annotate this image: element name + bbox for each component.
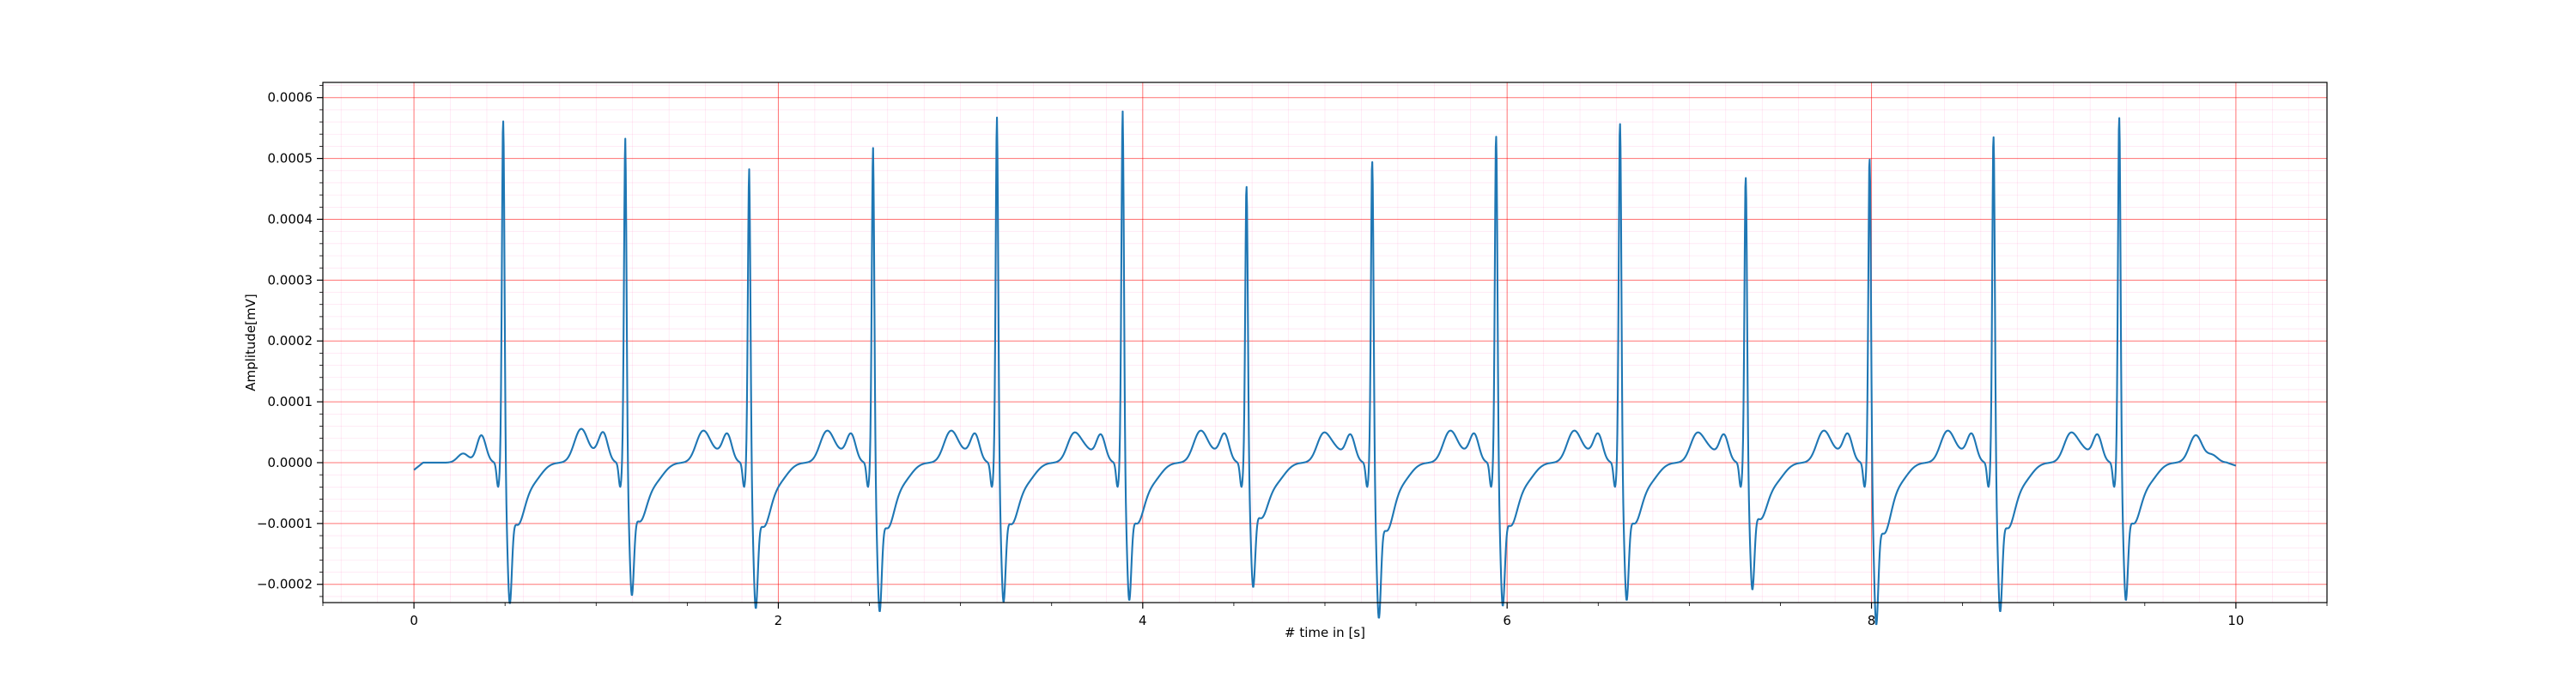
r-peak-point [1868,145,1870,147]
r-peak-point [1619,112,1621,113]
y-tick-label: 0.0000 [268,455,313,470]
x-tick-label: 0 [410,613,418,628]
r-peak-point [1246,176,1248,178]
r-peak-point [1993,124,1995,126]
y-tick-label: 0.0002 [268,333,313,349]
y-tick-label: 0.0001 [268,394,313,409]
y-tick-label: −0.0001 [257,516,313,531]
y-tick-label: 0.0005 [268,151,313,167]
y-tick-label: 0.0006 [268,90,313,106]
r-peak-point [1121,109,1123,111]
x-tick-label: 10 [2227,613,2244,628]
r-peak-point [872,145,874,147]
r-peak-point [2118,106,2120,107]
r-peak-point [1745,167,1747,168]
r-peak-point [624,136,626,138]
x-tick-label: 2 [775,613,783,628]
plot-layer [413,106,2237,626]
tick-layer: 0 2 4 6 8 10 −0.0002 −0.0001 0.0000 0.0001 0.0002 0… [257,85,2328,628]
r-peak-point [1495,124,1497,126]
x-tick-label: 4 [1139,613,1147,628]
r-peak-point [749,167,750,168]
x-tick-label: 6 [1503,613,1511,628]
y-tick-label: 0.0003 [268,272,313,288]
x-axis-label: # time in [s] [1285,625,1365,640]
y-tick-label: −0.0002 [257,577,313,592]
y-axis-label: Amplitude[mV] [243,294,258,391]
y-tick-label: 0.0004 [268,211,313,227]
r-peak-point [502,109,504,111]
r-peak-point [1371,149,1373,150]
ecg-series-line [413,110,2237,626]
r-peak-point [996,115,998,117]
x-tick-label: 8 [1868,613,1876,628]
